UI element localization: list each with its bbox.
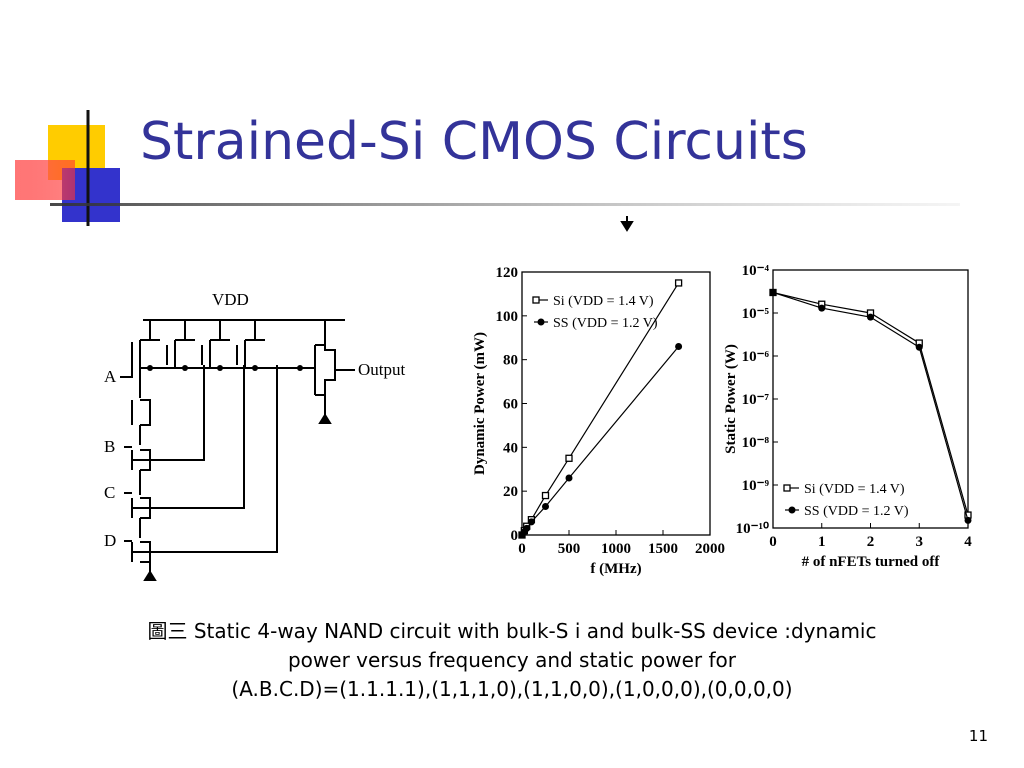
legend-marker xyxy=(783,484,791,492)
vdd-label: VDD xyxy=(212,290,249,309)
x-tick-label: 4 xyxy=(964,534,972,550)
legend-marker xyxy=(788,506,796,514)
output-label: Output xyxy=(358,360,406,379)
caption-line: 圖三 Static 4-way NAND circuit with bulk-S… xyxy=(147,619,877,643)
y-tick-label: 100 xyxy=(496,309,519,325)
x-tick-label: 1000 xyxy=(601,541,631,557)
y-tick-label: 80 xyxy=(503,353,518,369)
y-tick-label: 10⁻⁴ xyxy=(742,263,770,279)
marker xyxy=(674,279,683,287)
legend-marker xyxy=(532,296,540,304)
x-tick-label: 0 xyxy=(518,541,526,557)
x-tick-label: 1 xyxy=(818,534,826,550)
input-label: B xyxy=(104,437,115,456)
legend-label: SS (VDD = 1.2 V) xyxy=(553,316,658,331)
y-tick-label: 0 xyxy=(511,528,519,544)
input-label: C xyxy=(104,483,115,502)
plot-frame xyxy=(521,271,711,536)
x-axis-label: # of nFETs turned off xyxy=(802,554,941,570)
y-axis-label: Dynamic Power (mW) xyxy=(472,332,488,475)
marker xyxy=(565,454,573,462)
marker xyxy=(565,474,573,482)
y-tick-label: 120 xyxy=(496,265,519,281)
red-bar xyxy=(15,160,75,200)
legend-label: SS (VDD = 1.2 V) xyxy=(804,504,909,519)
y-tick-label: 10⁻⁸ xyxy=(742,435,770,451)
y-tick-label: 10⁻¹⁰ xyxy=(736,521,769,537)
x-tick-label: 0 xyxy=(769,534,777,550)
circuit-nodes xyxy=(147,365,303,371)
x-tick-label: 2 xyxy=(867,534,875,550)
input-label: D xyxy=(104,531,116,550)
legend-label: Si (VDD = 1.4 V) xyxy=(553,294,654,309)
marker xyxy=(818,304,826,312)
y-tick-label: 40 xyxy=(503,440,518,456)
x-tick-label: 1500 xyxy=(648,541,678,557)
arrow-glyph xyxy=(620,216,634,232)
y-tick-label: 60 xyxy=(503,397,518,413)
marker xyxy=(675,343,683,351)
y-tick-label: 10⁻⁵ xyxy=(742,306,770,322)
marker xyxy=(769,288,777,296)
x-tick-label: 500 xyxy=(558,541,581,557)
caption-line: (A.B.C.D)=(1.1.1.1),(1,1,1,0),(1,1,0,0),… xyxy=(231,677,793,701)
marker xyxy=(542,503,549,511)
circuit xyxy=(120,319,355,581)
y-tick-label: 10⁻⁹ xyxy=(742,478,770,494)
y-axis-label: Static Power (W) xyxy=(723,344,739,454)
y-tick-label: 20 xyxy=(503,484,518,500)
legend-marker xyxy=(537,318,545,326)
caption: 圖三 Static 4-way NAND circuit with bulk-S… xyxy=(40,617,984,704)
marker xyxy=(915,343,923,351)
x-axis-label: f (MHz) xyxy=(590,561,641,577)
y-tick-label: 10⁻⁷ xyxy=(742,392,770,408)
slide-title: Strained-Si CMOS Circuits xyxy=(140,112,808,172)
marker xyxy=(523,524,531,532)
marker xyxy=(964,516,972,524)
marker xyxy=(867,313,874,321)
caption-line: power versus frequency and static power … xyxy=(287,648,736,672)
x-tick-label: 3 xyxy=(916,534,924,550)
legend-label: Si (VDD = 1.4 V) xyxy=(804,482,905,497)
marker xyxy=(527,518,535,526)
y-tick-label: 10⁻⁶ xyxy=(742,349,770,365)
title-rule xyxy=(50,203,960,206)
input-label: A xyxy=(104,367,117,386)
page-number: 11 xyxy=(968,727,988,745)
marker xyxy=(541,491,550,500)
x-tick-label: 2000 xyxy=(695,541,725,557)
